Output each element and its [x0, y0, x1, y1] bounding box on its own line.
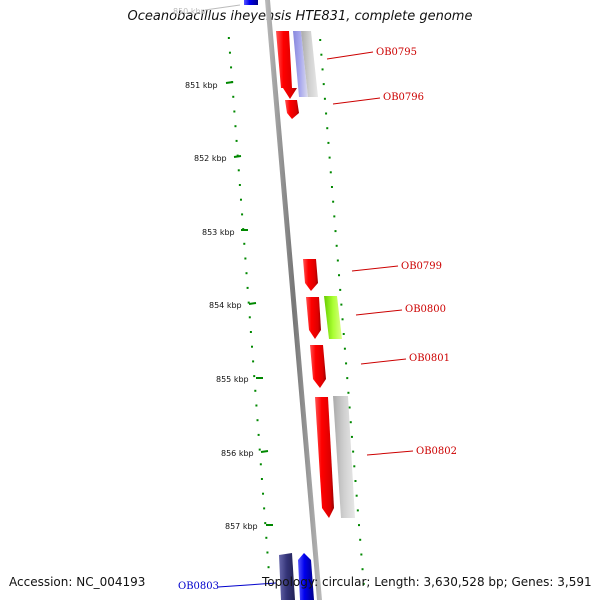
ruler-label-851: 851 kbp: [185, 81, 218, 90]
leader-ob0801: [360, 358, 407, 365]
gene-label-ob0801[interactable]: OB0801: [409, 353, 450, 364]
genome-title: Oceanobacillus iheyensis HTE831, complet…: [127, 9, 473, 24]
gene-arrow-ob0801: [310, 345, 326, 388]
leader-ob0796: [332, 97, 381, 105]
gene-arrow-blue-top: [244, 0, 258, 5]
leader-ob0799: [351, 265, 399, 272]
ruler-label-853: 853 kbp: [202, 228, 235, 237]
ruler-label-857: 857 kbp: [225, 522, 258, 531]
gene-label-ob0795[interactable]: OB0795: [376, 47, 417, 58]
gene-arrow-ob0800: [306, 297, 321, 339]
leader-ob0802: [366, 450, 414, 456]
gene-arrow-gray-1: [301, 31, 318, 97]
ruler-minor-ticks-right: [319, 39, 365, 585]
gene-arrow-navy-bottom: [279, 553, 295, 600]
gene-arrow-ob0796: [285, 100, 299, 119]
gene-label-ob0796[interactable]: OB0796: [383, 92, 424, 103]
ruler-label-854: 854 kbp: [209, 301, 242, 310]
accession-text: Accession: NC_004193: [9, 575, 146, 589]
gene-label-ob0800[interactable]: OB0800: [405, 304, 446, 315]
gene-arrow-lavender: [293, 31, 308, 97]
gene-arrow-ob0795: [276, 31, 297, 99]
gene-arrow-ob0799: [303, 259, 318, 291]
gene-label-ob0803[interactable]: OB0803: [178, 581, 219, 592]
leader-ob0800: [355, 309, 403, 316]
gene-arrow-ob0800-rna: [324, 296, 342, 339]
gene-label-ob0802[interactable]: OB0802: [416, 446, 457, 457]
ruler-minor-ticks-left: [227, 37, 270, 569]
ruler-label-852: 852 kbp: [194, 154, 227, 163]
gene-arrow-ob0803: [298, 553, 314, 600]
topology-info-text: Topology: circular; Length: 3,630,528 bp…: [262, 575, 592, 589]
leader-ob0803: [217, 582, 277, 588]
gene-label-leader: [204, 4, 241, 11]
ruler-label-850: 850 kbp: [173, 7, 206, 16]
ruler-tick: [248, 302, 257, 305]
ruler-label-855: 855 kbp: [216, 375, 249, 384]
ruler-label-856: 856 kbp: [221, 449, 254, 458]
gene-label-ob0799[interactable]: OB0799: [401, 261, 442, 272]
genome-backbone: [265, 0, 322, 600]
gene-arrow-gray-2: [333, 396, 355, 518]
leader-ob0795: [326, 51, 374, 60]
gene-label-leaders: [217, 51, 414, 588]
ruler-tick: [260, 450, 269, 453]
gene-arrow-ob0802: [315, 397, 334, 518]
